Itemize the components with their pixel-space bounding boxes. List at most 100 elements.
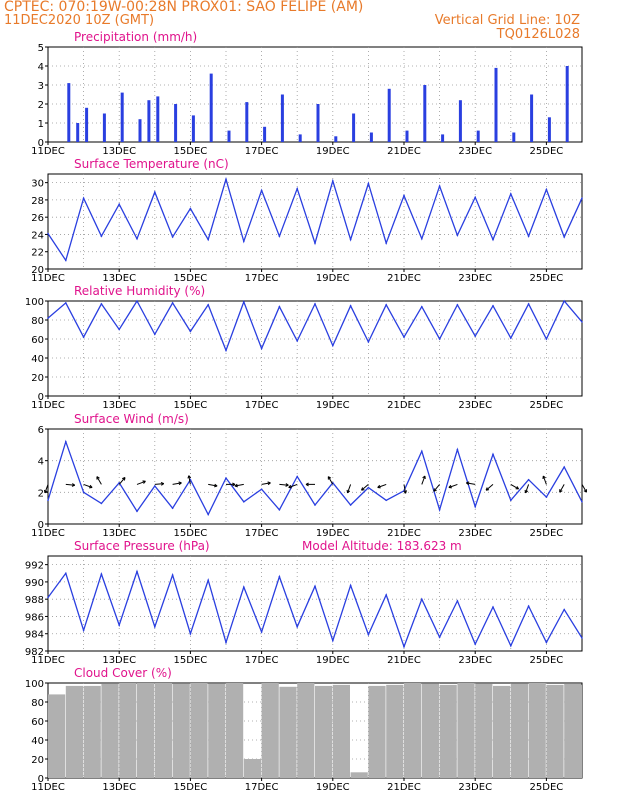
data-point [563,466,565,468]
y-tick-label: 6 [38,425,44,436]
data-point [332,180,334,182]
y-tick-label: 100 [25,297,44,308]
x-tick-label: 17DEC [245,655,279,666]
cloud-bar [83,685,101,778]
wind-arrow [377,483,387,488]
y-tick-label: 30 [31,179,44,190]
data-point [260,631,263,633]
data-point [385,304,388,306]
precip-bar [530,94,534,142]
y-tick-label: 0 [38,392,44,403]
x-tick-label: 25DEC [530,273,564,284]
data-point [349,238,352,241]
wind-arrow [542,475,547,485]
wind-arrow-head [559,490,563,493]
precip-bar [227,130,231,142]
wind-arrow [421,475,426,485]
data-point [492,238,494,241]
panel-frame [47,300,583,397]
precip-bar [547,117,551,142]
data-point [367,633,370,636]
x-tick-label: 21DEC [387,528,421,539]
panel-title: Surface Pressure (hPa) [74,539,210,553]
wind-arrow-head [361,489,365,491]
data-point [474,505,477,508]
wind-arrow-head [422,475,426,479]
data-point [47,232,49,235]
x-tick-label: 19DEC [316,528,350,539]
cloud-bar [564,684,582,778]
x-tick-label: 13DEC [102,146,136,157]
data-point [367,182,370,185]
cloud-bar [421,684,439,778]
wind-arrow [403,484,407,494]
precip-bar [441,134,445,142]
data-point [82,629,85,632]
cloud-bar [404,683,422,778]
x-tick-label: 17DEC [245,146,279,157]
data-point [474,196,477,199]
precip-bar [245,102,249,142]
data-point [421,450,423,453]
x-tick-label: 25DEC [530,400,564,411]
data-point [136,570,138,573]
cloud-bar [48,694,66,778]
y-tick-label: 100 [25,679,44,690]
cloud-bar [332,684,350,778]
data-point [510,193,512,195]
y-tick-label: 60 [31,717,44,728]
precip-bar [76,123,80,142]
x-tick-label: 21DEC [387,782,421,793]
panel-title: Precipitation (mm/h) [74,30,197,44]
wind-arrow-head [234,485,238,488]
x-tick-label: 21DEC [387,655,421,666]
vertical-grid-note: Vertical Grid Line: 10Z [434,13,580,28]
data-point [225,477,227,479]
y-tick-label: 4 [38,62,44,73]
data-point [421,305,423,308]
data-point [403,336,405,338]
y-tick-label: 984 [25,630,44,641]
precip-bar [298,134,302,142]
data-point [438,636,441,638]
y-tick-label: 40 [31,736,44,747]
precip-bar [423,85,427,142]
wind-arrow [44,484,49,494]
cloud-bar [315,685,333,778]
x-tick-label: 11DEC [31,400,65,411]
x-tick-label: 23DEC [458,782,492,793]
data-point [82,336,85,338]
wind-arrow [466,482,476,485]
data-point [438,185,441,187]
x-tick-label: 13DEC [102,273,136,284]
precip-bar [85,107,89,142]
x-tick-label: 23DEC [458,146,492,157]
panel-title: Surface Wind (m/s) [74,412,189,426]
model-code: TQ0126L028 [496,27,580,42]
wind-arrow-head [44,490,48,494]
cloud-bar [119,683,137,778]
x-tick-label: 17DEC [245,400,279,411]
wind-arrow-head [516,486,520,490]
data-point [563,300,565,302]
data-point [278,305,281,308]
wind-arrow [96,476,102,485]
data-point [207,513,209,516]
data-point [154,191,156,193]
data-point [296,187,299,190]
panel-frame [47,173,583,270]
cloud-bar [297,683,315,778]
data-point [118,328,120,331]
data-point [510,337,512,339]
x-tick-label: 19DEC [316,273,350,284]
data-point [171,302,174,304]
precip-bar [334,136,338,142]
data-point [189,207,192,210]
data-point [296,626,299,628]
panel-title: Cloud Cover (%) [74,666,172,680]
x-tick-label: 25DEC [530,655,564,666]
data-point [510,499,512,502]
precip-bar [263,126,267,142]
x-tick-label: 17DEC [245,273,279,284]
